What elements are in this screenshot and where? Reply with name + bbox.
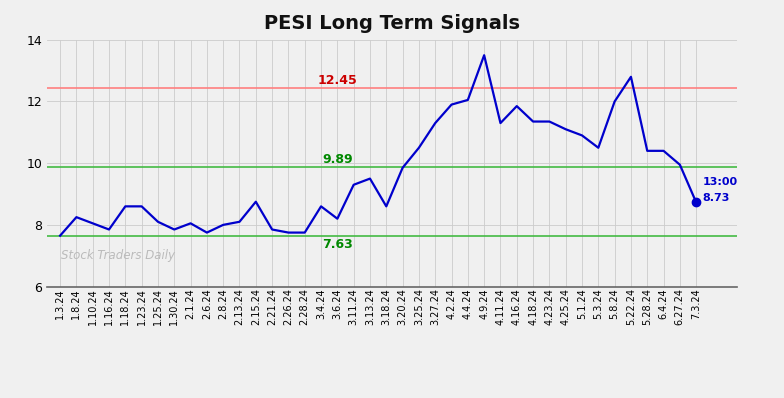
Text: 13:00: 13:00 (702, 178, 738, 187)
Text: 12.45: 12.45 (318, 74, 358, 87)
Text: 8.73: 8.73 (702, 193, 730, 203)
Text: 7.63: 7.63 (322, 238, 353, 251)
Title: PESI Long Term Signals: PESI Long Term Signals (264, 14, 520, 33)
Text: Stock Traders Daily: Stock Traders Daily (61, 249, 175, 262)
Text: 9.89: 9.89 (322, 153, 353, 166)
